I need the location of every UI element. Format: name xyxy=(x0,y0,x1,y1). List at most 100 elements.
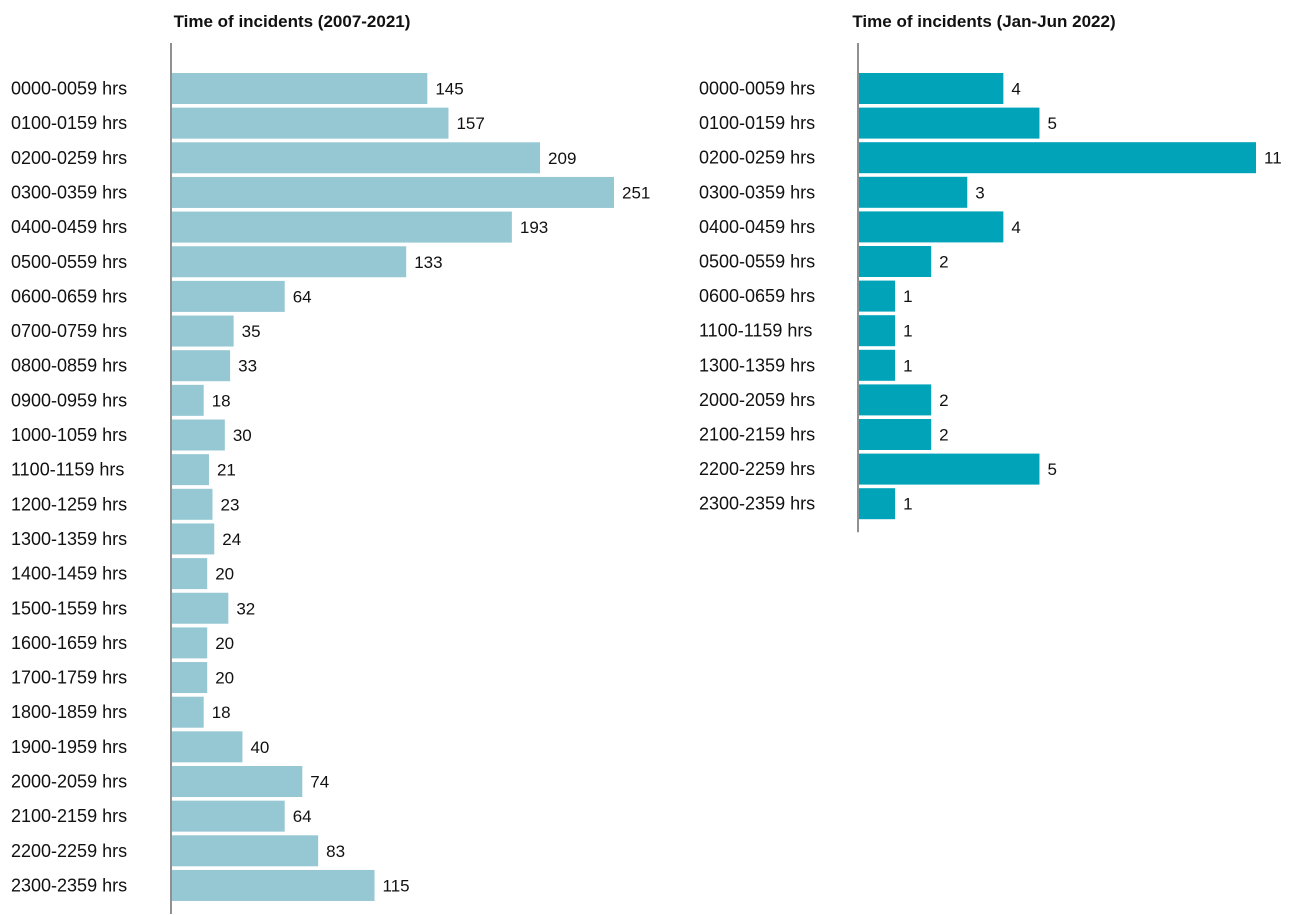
chart-2-bar xyxy=(859,211,1004,243)
chart-2-title: Time of incidents (Jan-Jun 2022) xyxy=(852,12,1115,31)
chart-1-category-label: 2100-2159 hrs xyxy=(11,806,127,826)
chart-1-category-label: 2300-2359 hrs xyxy=(11,875,127,895)
chart-2-bar xyxy=(859,488,896,520)
chart-1-value-label: 30 xyxy=(233,426,252,445)
chart-1-category-label: 0900-0959 hrs xyxy=(11,390,127,410)
chart-2-value-label: 5 xyxy=(1047,114,1056,133)
chart-1-value-label: 20 xyxy=(215,669,234,688)
chart-1-category-label: 1100-1159 hrs xyxy=(11,460,124,480)
chart-2-category-label: 0200-0259 hrs xyxy=(699,148,815,168)
chart-1-bar xyxy=(172,523,215,555)
chart-1-category-label: 1200-1259 hrs xyxy=(11,494,127,514)
chart-1-bar xyxy=(172,592,229,624)
chart-1-category-label: 0600-0659 hrs xyxy=(11,286,127,306)
chart-2-value-label: 2 xyxy=(939,253,948,272)
chart-1-value-label: 24 xyxy=(222,530,241,549)
chart-2-bar xyxy=(859,73,1004,104)
chart-1-category-label: 1300-1359 hrs xyxy=(11,529,127,549)
chart-1-value-label: 64 xyxy=(293,287,312,306)
chart-1-value-label: 20 xyxy=(215,634,234,653)
chart-1-bar xyxy=(172,835,319,867)
chart-2-bar xyxy=(859,142,1256,174)
chart-2-category-label: 0400-0459 hrs xyxy=(699,217,815,237)
chart-1-bar xyxy=(172,384,204,416)
chart-1-bar xyxy=(172,869,375,901)
chart-1-value-label: 157 xyxy=(456,114,484,133)
chart-2-category-label: 2100-2159 hrs xyxy=(699,425,815,445)
chart-1-value-label: 193 xyxy=(520,218,548,237)
chart-1-value-label: 83 xyxy=(326,842,345,861)
chart-1-bar xyxy=(172,246,407,278)
chart-1-value-label: 145 xyxy=(435,80,463,99)
chart-2-value-label: 4 xyxy=(1011,218,1020,237)
chart-2-category-label: 2000-2059 hrs xyxy=(699,390,815,410)
chart-2-category-label: 0000-0059 hrs xyxy=(699,79,815,99)
chart-2-category-label: 1300-1359 hrs xyxy=(699,355,815,375)
chart-2-bar xyxy=(859,107,1040,139)
chart-1-bar xyxy=(172,419,225,451)
chart-1-bar xyxy=(172,662,208,694)
chart-1-category-label: 0200-0259 hrs xyxy=(11,148,127,168)
chart-1-plot: 0000-0059 hrs 145 0100-0159 hrs 157 0200-025… xyxy=(11,43,650,914)
chart-1-category-label: 1500-1559 hrs xyxy=(11,598,127,618)
chart-1-value-label: 209 xyxy=(548,149,576,168)
chart-1-bar xyxy=(172,107,449,139)
chart-1-category-label: 1700-1759 hrs xyxy=(11,668,127,688)
chart-1-category-label: 2200-2259 hrs xyxy=(11,841,127,861)
chart-1-category-label: 1600-1659 hrs xyxy=(11,633,127,653)
chart-1-value-label: 21 xyxy=(217,461,236,480)
chart-1-bar xyxy=(172,488,213,520)
chart-2-bar xyxy=(859,280,896,312)
chart-2-bar xyxy=(859,176,968,208)
chart-2-value-label: 2 xyxy=(939,391,948,410)
chart-1-bar xyxy=(172,211,512,243)
chart-1-value-label: 23 xyxy=(221,495,240,514)
chart-1-category-label: 0500-0559 hrs xyxy=(11,252,127,272)
chart-1-category-label: 0300-0359 hrs xyxy=(11,182,127,202)
chart-1-value-label: 18 xyxy=(212,703,231,722)
chart-1-value-label: 20 xyxy=(215,565,234,584)
chart-1-bar xyxy=(172,176,614,208)
chart-1-value-label: 133 xyxy=(414,253,442,272)
chart-2-bar xyxy=(859,349,896,381)
chart-1-value-label: 33 xyxy=(238,357,257,376)
chart-1-value-label: 40 xyxy=(250,738,269,757)
chart-1-bar xyxy=(172,766,303,797)
chart-1-category-label: 1800-1859 hrs xyxy=(11,702,127,722)
chart-2-category-label: 0300-0359 hrs xyxy=(699,182,815,202)
chart-1-category-label: 2000-2059 hrs xyxy=(11,772,127,792)
chart-1-value-label: 18 xyxy=(212,391,231,410)
chart-1-value-label: 64 xyxy=(293,807,312,826)
chart-2-category-label: 0100-0159 hrs xyxy=(699,113,815,133)
chart-1-value-label: 74 xyxy=(310,773,329,792)
chart-1-bar xyxy=(172,627,208,659)
chart-1-category-label: 0800-0859 hrs xyxy=(11,356,127,376)
chart-1-category-label: 0700-0759 hrs xyxy=(11,321,127,341)
chart-2-category-label: 0500-0559 hrs xyxy=(699,252,815,272)
chart-1-bar xyxy=(172,142,541,174)
chart-2-value-label: 3 xyxy=(975,183,984,202)
chart-2-value-label: 5 xyxy=(1047,460,1056,479)
chart-1-category-label: 1400-1459 hrs xyxy=(11,564,127,584)
chart-2-bar xyxy=(859,453,1040,485)
chart-2-bar xyxy=(859,384,932,416)
chart-2-category-label: 1100-1159 hrs xyxy=(699,321,812,341)
chart-2-category-label: 2300-2359 hrs xyxy=(699,494,815,514)
chart-1-value-label: 251 xyxy=(622,183,650,202)
chart-2-value-label: 4 xyxy=(1011,80,1020,99)
chart-1-category-label: 0100-0159 hrs xyxy=(11,113,127,133)
chart-1-value-label: 35 xyxy=(242,322,261,341)
chart-2-plot: 0000-0059 hrs 4 0100-0159 hrs 5 0200-0259 hr… xyxy=(699,43,1282,533)
chart-2-value-label: 1 xyxy=(903,322,912,341)
chart-1-category-label: 1000-1059 hrs xyxy=(11,425,127,445)
chart-1-value-label: 115 xyxy=(383,876,410,895)
chart-2-value-label: 2 xyxy=(939,426,948,445)
chart-1-bar xyxy=(172,696,204,728)
chart-1-bar xyxy=(172,558,208,590)
chart-2-bar xyxy=(859,419,932,450)
chart-2-category-label: 2200-2259 hrs xyxy=(699,459,815,479)
chart-1-bar xyxy=(172,280,285,312)
chart-1-title: Time of incidents (2007-2021) xyxy=(174,12,411,31)
chart-1-bar xyxy=(172,454,209,486)
